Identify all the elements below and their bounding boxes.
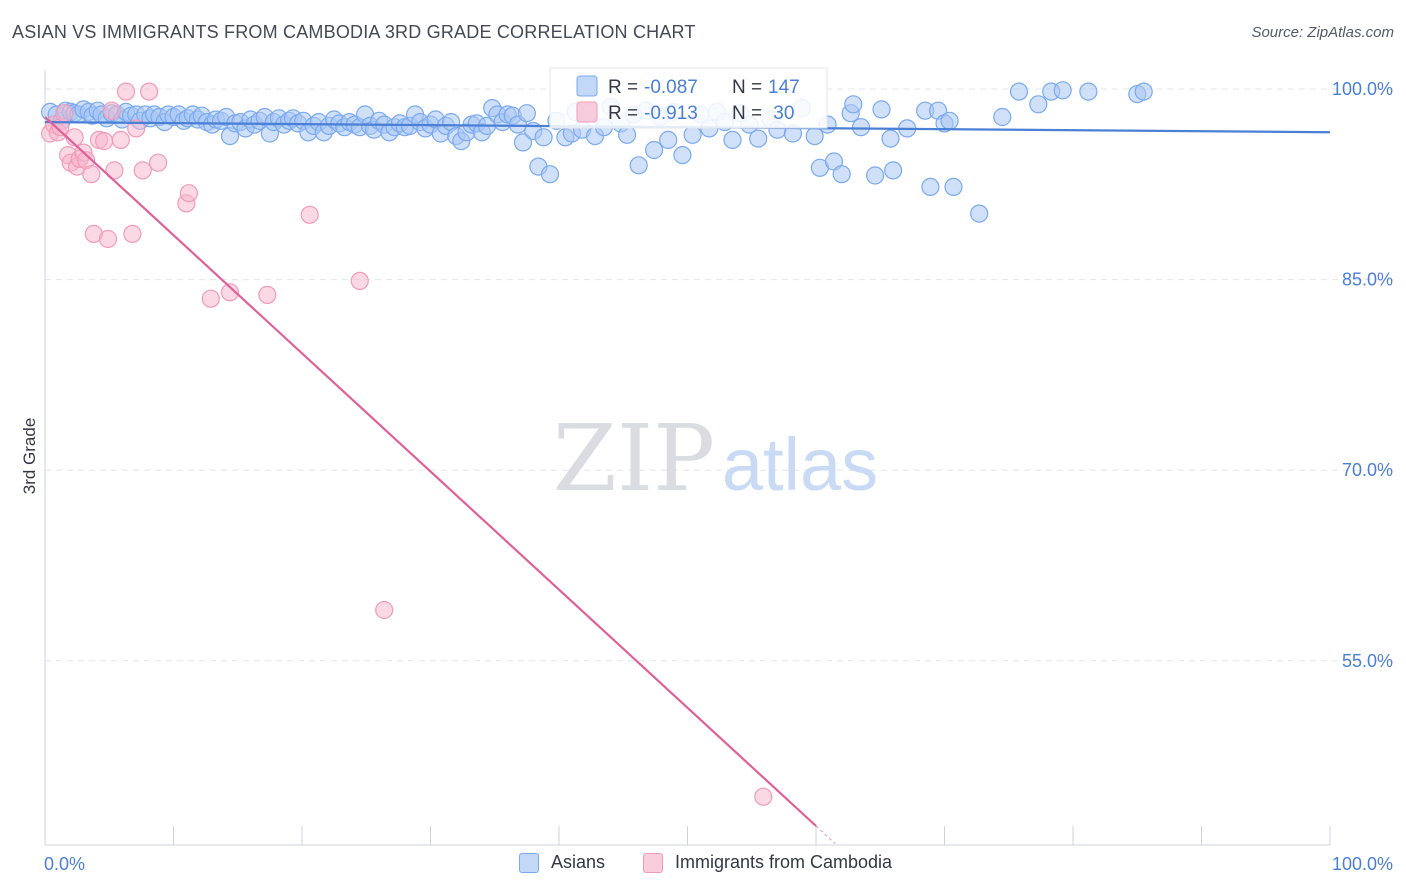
asians-point [749, 129, 768, 148]
stats-r-value-pink: -0.913 [644, 103, 698, 124]
asians-point [881, 129, 900, 148]
asians-point [872, 100, 891, 119]
y-tick-label: 70.0% [1342, 460, 1393, 480]
asians-point [993, 107, 1012, 127]
cambodia-point [102, 101, 121, 120]
stats-n-value-pink: 30 [768, 103, 794, 124]
cambodia-point [55, 104, 74, 123]
axes [44, 70, 1331, 846]
stats-swatch-blue [576, 75, 598, 97]
cambodia-point [98, 229, 118, 249]
cambodia-point [82, 165, 101, 184]
stats-legend: R = -0.087 N = 147 R = -0.913 N = 30 [549, 67, 828, 129]
x-tick-labels: 0.0% 100.0% [44, 854, 1393, 874]
asians-point [629, 156, 648, 175]
asians-point [844, 95, 863, 114]
cambodia-point [116, 82, 136, 101]
cambodia-point [149, 153, 168, 172]
watermark: ZIP atlas [553, 405, 878, 512]
asians-point [644, 140, 664, 160]
legend-swatch-asians [519, 852, 539, 873]
legend-item-cambodia[interactable]: Immigrants from Cambodia [643, 852, 892, 873]
y-tick-label: 100.0% [1332, 79, 1393, 99]
legend-swatch-cambodia [643, 852, 663, 873]
legend-label-cambodia: Immigrants from Cambodia [675, 852, 893, 872]
y-tick-label: 85.0% [1342, 270, 1393, 290]
cambodia-point [350, 271, 369, 290]
cambodia-point [201, 289, 220, 308]
asians-point [1079, 82, 1098, 101]
asians-point [517, 104, 537, 123]
asians-point [534, 128, 553, 147]
legend-label-asians: Asians [551, 852, 606, 872]
cambodia-point [220, 283, 240, 302]
cambodia-trend-extension [815, 825, 836, 845]
asians-point [944, 177, 963, 196]
asians-point [513, 133, 533, 152]
cambodia-points [40, 82, 773, 806]
cambodia-point [111, 130, 130, 149]
asians-point [1053, 81, 1072, 100]
source-label: Source: ZipAtlas.com [1251, 24, 1394, 41]
asians-point [940, 111, 959, 130]
cambodia-point [300, 205, 319, 224]
x-tick-label: 100.0% [1332, 854, 1393, 874]
stats-n-value-blue: 147 [768, 77, 800, 98]
legend-item-asians[interactable]: Asians [519, 852, 605, 873]
cambodia-point [375, 600, 394, 620]
cambodia-point [179, 184, 198, 203]
cambodia-point [94, 132, 114, 151]
asians-point [659, 130, 678, 149]
chart-title: ASIAN VS IMMIGRANTS FROM CAMBODIA 3RD GR… [12, 22, 696, 42]
cambodia-point [140, 82, 159, 101]
y-axis-label: 3rd Grade [20, 418, 39, 495]
cambodia-point [127, 119, 146, 138]
asians-point [617, 125, 637, 144]
asians-point [883, 161, 903, 180]
watermark-zip: ZIP [553, 405, 715, 512]
cambodia-point [133, 161, 152, 180]
asians-point [851, 118, 871, 137]
x-tick-label: 0.0% [44, 854, 85, 874]
cambodia-point [258, 285, 277, 304]
gridlines [45, 88, 1395, 662]
asians-point [683, 125, 702, 144]
asians-point [1009, 82, 1029, 101]
stats-n-label-blue: N = [732, 77, 762, 98]
cambodia-trend-line [44, 116, 817, 827]
stats-n-label-pink: N = [732, 103, 762, 124]
watermark-atlas: atlas [722, 423, 878, 506]
asians-point [865, 166, 885, 185]
asians-point [540, 165, 560, 184]
cambodia-point [123, 224, 142, 243]
y-tick-label: 55.0% [1342, 651, 1393, 671]
asians-point [673, 146, 692, 165]
stats-r-value-blue: -0.087 [644, 77, 698, 98]
asians-point [723, 130, 742, 149]
asians-point [832, 165, 851, 184]
asians-point [921, 177, 940, 196]
asians-point [1029, 95, 1048, 114]
cambodia-point [105, 161, 124, 180]
y-tick-labels: 55.0% 70.0% 85.0% 100.0% [1332, 79, 1393, 671]
asians-point [970, 204, 989, 223]
stats-swatch-pink [576, 101, 598, 123]
cambodia-point [754, 787, 773, 806]
bottom-legend: Asians Immigrants from Cambodia [0, 850, 1406, 880]
asians-point [1134, 82, 1153, 101]
stats-r-label-pink: R = [608, 103, 638, 124]
stats-r-label-blue: R = [608, 77, 638, 98]
